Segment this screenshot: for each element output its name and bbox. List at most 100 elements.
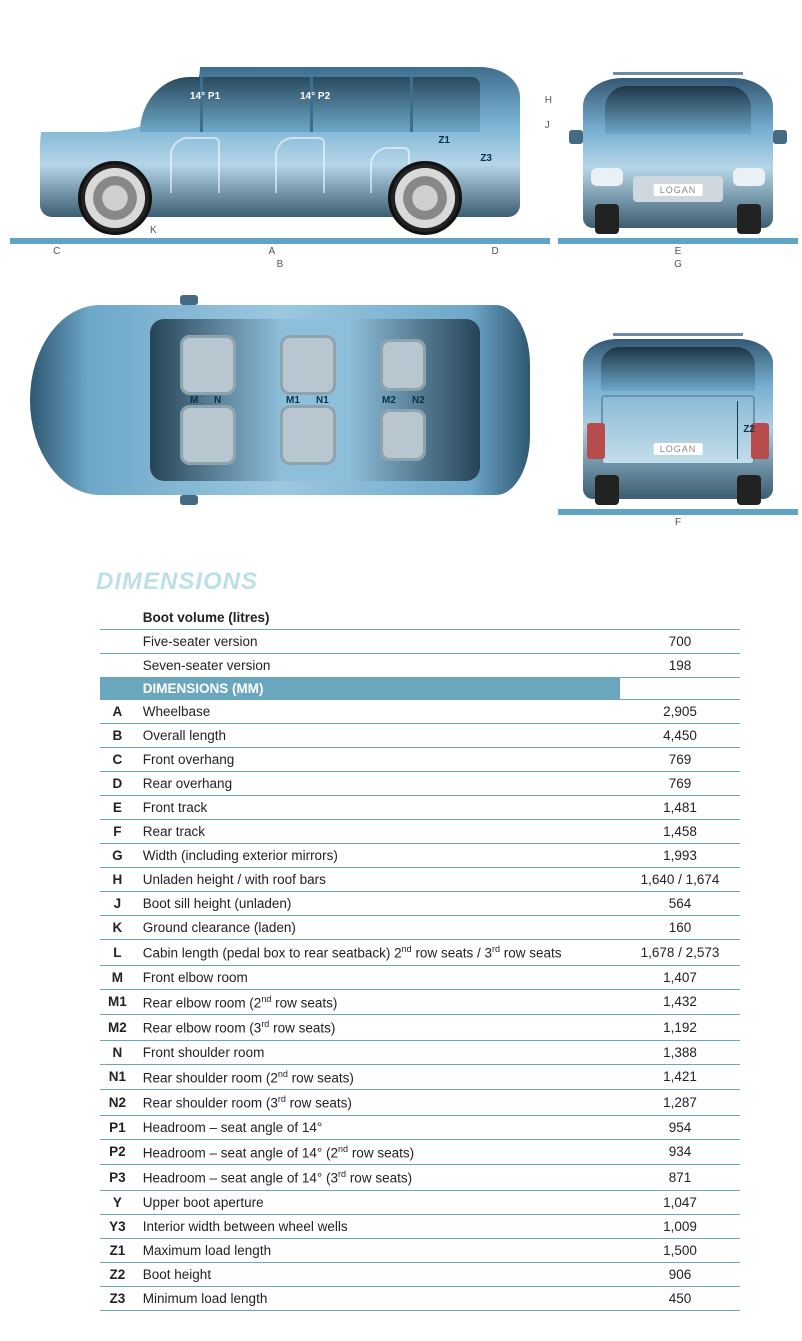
- dim-row: KGround clearance (laden)160: [100, 916, 740, 940]
- side-label-p2: P2: [318, 91, 330, 102]
- dim-label: Headroom – seat angle of 14° (2nd row se…: [135, 1139, 620, 1165]
- dim-label: Upper boot aperture: [135, 1190, 620, 1214]
- dim-label: Width (including exterior mirrors): [135, 844, 620, 868]
- top-dim-m: M: [190, 395, 198, 406]
- dim-label: Headroom – seat angle of 14°: [135, 1115, 620, 1139]
- dim-label: Overall length: [135, 724, 620, 748]
- dim-label: Boot sill height (unladen): [135, 892, 620, 916]
- dim-value: 769: [620, 748, 740, 772]
- dim-code: G: [100, 844, 135, 868]
- dim-code: Y3: [100, 1214, 135, 1238]
- boot-row-label: Five-seater version: [135, 630, 620, 654]
- dim-row: LCabin length (pedal box to rear seatbac…: [100, 940, 740, 966]
- dim-row: M2Rear elbow room (3rd row seats)1,192: [100, 1015, 740, 1041]
- side-label-z1: Z1: [438, 135, 450, 146]
- side-dim-row-1: C A D: [10, 246, 550, 257]
- dim-code: P1: [100, 1115, 135, 1139]
- dim-code: N: [100, 1040, 135, 1064]
- dim-value: 934: [620, 1139, 740, 1165]
- side-front-wheel-icon: [78, 161, 152, 235]
- dim-row: Y3Interior width between wheel wells1,00…: [100, 1214, 740, 1238]
- dim-value: 871: [620, 1165, 740, 1191]
- boot-row: Five-seater version700: [100, 630, 740, 654]
- ground-line: [10, 238, 550, 244]
- dim-value: 1,993: [620, 844, 740, 868]
- dim-code: N2: [100, 1090, 135, 1116]
- boot-row-value: 700: [620, 630, 740, 654]
- dim-value: 160: [620, 916, 740, 940]
- front-plate: LOGAN: [654, 184, 703, 196]
- blueprint-area: 14° P1 14° P2 Z1 Z3 H J K: [0, 0, 802, 538]
- blueprint-grid: 14° P1 14° P2 Z1 Z3 H J K: [10, 20, 792, 528]
- spec-table: Boot volume (litres)Five-seater version7…: [100, 604, 740, 1311]
- front-dim-row-2: G: [558, 259, 798, 270]
- top-dim-n: N: [214, 395, 221, 406]
- dim-value: 1,421: [620, 1064, 740, 1090]
- dim-value: 1,432: [620, 989, 740, 1015]
- dim-row: P3Headroom – seat angle of 14° (3rd row …: [100, 1165, 740, 1191]
- boot-row: Seven-seater version198: [100, 654, 740, 678]
- dim-row: FRear track1,458: [100, 820, 740, 844]
- dim-code: L: [100, 940, 135, 966]
- front-dim-row-1: E: [558, 246, 798, 257]
- dim-row: AWheelbase2,905: [100, 700, 740, 724]
- dim-row: HUnladen height / with roof bars1,640 / …: [100, 868, 740, 892]
- front-view: LOGAN E G: [558, 20, 798, 270]
- top-dim-m2: M2: [382, 395, 396, 406]
- dim-value: 1,287: [620, 1090, 740, 1116]
- top-car-illustration: M N M1 N1 M2 N2: [30, 305, 530, 495]
- dim-value: 2,905: [620, 700, 740, 724]
- dim-code: K: [100, 916, 135, 940]
- dim-label: Wheelbase: [135, 700, 620, 724]
- side-right-dims: H J: [545, 95, 552, 131]
- top-view: M N M1 N1 M2 N2: [10, 278, 550, 528]
- dim-label: Front overhang: [135, 748, 620, 772]
- front-dim-g: G: [558, 259, 798, 270]
- dimensions-mm-label: DIMENSIONS (MM): [135, 678, 620, 700]
- dim-row: BOverall length4,450: [100, 724, 740, 748]
- dim-code: C: [100, 748, 135, 772]
- dim-label: Unladen height / with roof bars: [135, 868, 620, 892]
- dimensions-mm-header: DIMENSIONS (MM): [100, 678, 740, 700]
- dim-value: 1,678 / 2,573: [620, 940, 740, 966]
- dim-row: Z2Boot height906: [100, 1262, 740, 1286]
- dim-label: Front shoulder room: [135, 1040, 620, 1064]
- dim-label: Ground clearance (laden): [135, 916, 620, 940]
- dim-value: 1,192: [620, 1015, 740, 1041]
- side-view: 14° P1 14° P2 Z1 Z3 H J K: [10, 20, 550, 270]
- side-dim-c: C: [16, 246, 97, 257]
- dimensions-title: DIMENSIONS: [96, 568, 762, 596]
- dim-value: 1,407: [620, 965, 740, 989]
- spec-table-section: DIMENSIONS Boot volume (litres)Five-seat…: [0, 538, 802, 1341]
- dim-row: YUpper boot aperture1,047: [100, 1190, 740, 1214]
- dim-row: N2Rear shoulder room (3rd row seats)1,28…: [100, 1090, 740, 1116]
- dim-value: 1,640 / 1,674: [620, 868, 740, 892]
- dim-value: 4,450: [620, 724, 740, 748]
- dim-code: M: [100, 965, 135, 989]
- dim-row: P1Headroom – seat angle of 14°954: [100, 1115, 740, 1139]
- dim-label: Maximum load length: [135, 1238, 620, 1262]
- side-dim-h: H: [545, 95, 552, 106]
- dim-code: B: [100, 724, 135, 748]
- dim-code: F: [100, 820, 135, 844]
- ground-line: [558, 238, 798, 244]
- dim-label: Minimum load length: [135, 1286, 620, 1310]
- dim-value: 564: [620, 892, 740, 916]
- dim-row: JBoot sill height (unladen)564: [100, 892, 740, 916]
- top-dim-n1: N1: [316, 395, 329, 406]
- dim-code: D: [100, 772, 135, 796]
- dim-value: 954: [620, 1115, 740, 1139]
- rear-plate: LOGAN: [654, 443, 703, 455]
- boot-section-header: Boot volume (litres): [100, 604, 740, 630]
- dim-label: Rear shoulder room (3rd row seats): [135, 1090, 620, 1116]
- dim-label: Front track: [135, 796, 620, 820]
- dim-code: Z1: [100, 1238, 135, 1262]
- dim-row: EFront track1,481: [100, 796, 740, 820]
- dim-value: 769: [620, 772, 740, 796]
- dim-code: N1: [100, 1064, 135, 1090]
- dim-code: Y: [100, 1190, 135, 1214]
- dim-row: GWidth (including exterior mirrors)1,993: [100, 844, 740, 868]
- top-dim-n2: N2: [412, 395, 425, 406]
- rear-dim-f: F: [558, 517, 798, 528]
- ground-line: [558, 509, 798, 515]
